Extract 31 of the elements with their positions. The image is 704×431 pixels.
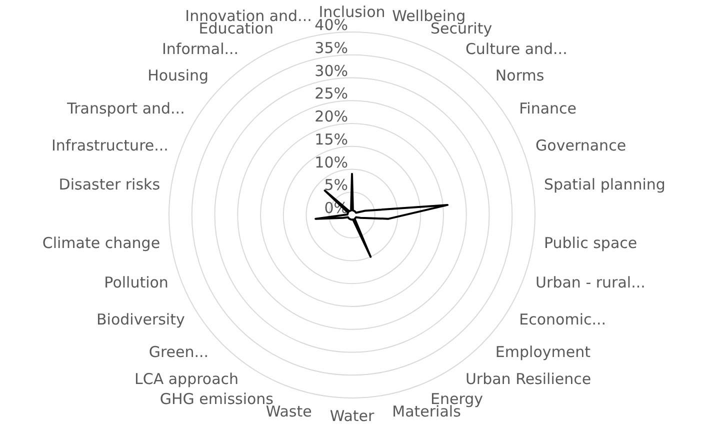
spoke-label: Housing xyxy=(148,66,209,85)
y-tick-label: 20% xyxy=(314,108,348,126)
spoke-label: Public space xyxy=(544,234,638,252)
spoke-label: Governance xyxy=(536,136,626,154)
spoke-label: Wellbeing xyxy=(392,7,466,26)
spoke-label: Culture and... xyxy=(465,40,568,58)
spoke-label: Infrastructure... xyxy=(51,136,168,154)
spoke-label: Climate change xyxy=(42,234,160,252)
y-tick-label: 35% xyxy=(314,38,348,57)
spoke-label: Green... xyxy=(148,343,209,362)
spoke-label: LCA approach xyxy=(134,370,239,388)
y-tick-label: 25% xyxy=(314,84,348,103)
spoke-label: Finance xyxy=(519,99,577,118)
spoke-label: Disaster risks xyxy=(58,176,160,194)
y-tick-label: 15% xyxy=(314,130,348,148)
spoke-label: Employment xyxy=(495,343,591,362)
y-tick-label: 40% xyxy=(314,16,348,34)
spoke-label: Urban Resilience xyxy=(465,370,592,388)
spoke-label: Transport and... xyxy=(66,99,185,118)
y-tick-label: 5% xyxy=(324,176,348,194)
y-tick-label: 30% xyxy=(314,62,348,80)
spoke-label: Pollution xyxy=(104,274,168,292)
spoke-label: Urban - rural... xyxy=(536,274,646,292)
spoke-label: Energy xyxy=(430,390,484,408)
spoke-label: Spatial planning xyxy=(544,176,666,194)
y-tick-label: 10% xyxy=(314,153,348,172)
spoke-label: Norms xyxy=(495,66,544,85)
spoke-label: Informal... xyxy=(162,40,239,58)
spoke-label: Water xyxy=(330,406,375,425)
spoke-label: Biodiversity xyxy=(96,310,185,328)
spoke-label: Economic... xyxy=(519,310,606,328)
